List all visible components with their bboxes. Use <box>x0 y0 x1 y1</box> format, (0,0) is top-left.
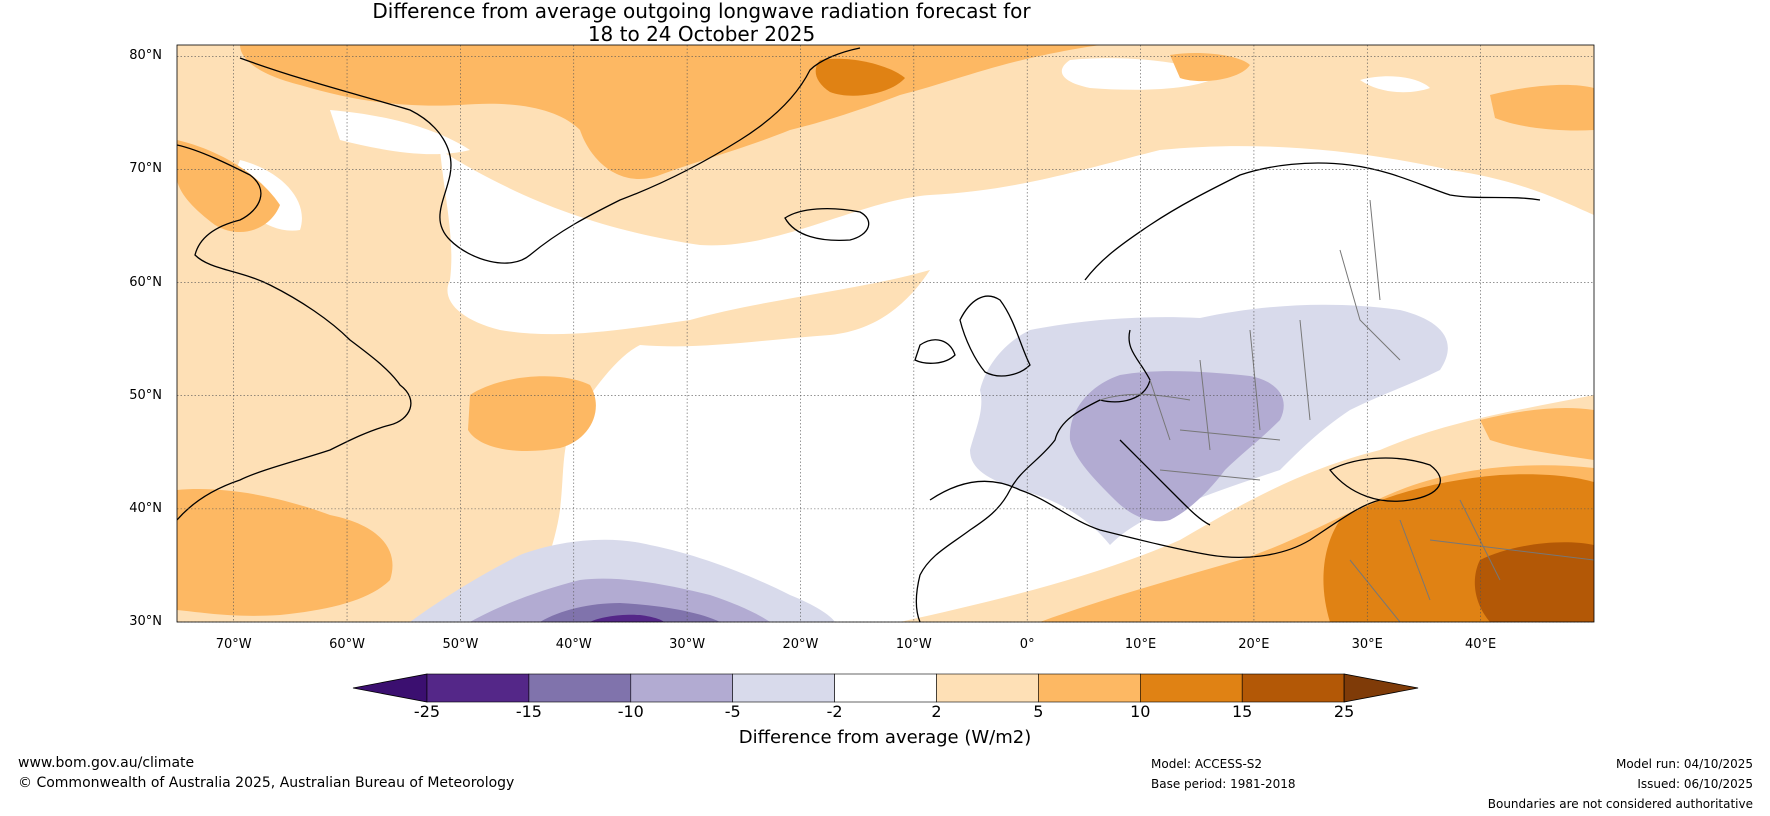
field-orange-midatl <box>468 376 596 451</box>
lon-label: 10°W <box>895 637 932 652</box>
colorbar-title: Difference from average (W/m2) <box>738 727 1032 748</box>
colorbar-segment <box>1241 673 1345 703</box>
colorbar-tick: 15 <box>1232 702 1253 721</box>
lon-label: 0° <box>1019 637 1035 652</box>
colorbar-extend-high <box>1343 673 1419 703</box>
coastline-iceland <box>784 208 870 242</box>
lat-label: 80°N <box>129 48 162 64</box>
colorbar-segment <box>1038 673 1141 703</box>
coastlines <box>177 47 1541 622</box>
field-orange-east <box>1480 408 1594 460</box>
colorbar-segment <box>834 673 937 703</box>
colorbar-segment <box>1140 673 1243 703</box>
lon-label: 20°W <box>782 637 819 652</box>
website-link[interactable]: www.bom.gov.au/climate <box>18 755 195 771</box>
lon-label: 20°E <box>1238 637 1270 652</box>
lon-label: 60°W <box>329 637 365 652</box>
field-darkpurple-south <box>590 614 664 622</box>
lon-label: 30°E <box>1351 637 1383 652</box>
coastline-britain <box>914 295 1031 377</box>
field-orange-southwest <box>177 489 393 616</box>
map-field <box>177 45 1594 622</box>
colorbar-segment <box>426 673 530 703</box>
lat-label: 60°N <box>129 274 162 290</box>
colorbar-tick: -10 <box>617 702 644 721</box>
lat-label: 30°N <box>129 614 162 629</box>
country-boundaries <box>1099 199 1594 622</box>
lon-label: 10°E <box>1124 637 1157 652</box>
field-lightpurple-europe <box>1069 371 1284 522</box>
coastline-mediterranean <box>929 439 1381 558</box>
colorbar-segment <box>732 673 835 703</box>
field-midpurple-south <box>540 603 720 622</box>
base-period-text: Base period: 1981-2018 <box>1151 777 1296 791</box>
colorbar-segment <box>936 673 1039 703</box>
colorbar-tick: 2 <box>931 702 942 721</box>
copyright-text: © Commonwealth of Australia 2025, Austra… <box>18 775 515 791</box>
lon-label: 70°W <box>215 637 252 652</box>
lon-label: 40°E <box>1464 637 1497 652</box>
coastline-north-america <box>177 144 412 521</box>
lon-label: 30°W <box>669 637 706 652</box>
title-line-2: 18 to 24 October 2025 <box>587 22 816 46</box>
coastline-black-sea <box>1328 457 1442 502</box>
colorbar-tick: -25 <box>413 702 441 721</box>
model-text: Model: ACCESS-S2 <box>1151 757 1263 771</box>
field-darkorange-svalbard <box>815 58 905 96</box>
boundaries-middle-east <box>1349 499 1594 622</box>
chart-title: Difference from average outgoing longwav… <box>0 0 1403 46</box>
boundaries-europe <box>1099 199 1401 481</box>
colorbar-tick: 5 <box>1033 702 1044 721</box>
coastline-greenland <box>239 47 861 264</box>
colorbar-extend-low <box>352 673 428 703</box>
coastline-europe <box>915 162 1541 622</box>
lon-label: 50°W <box>442 637 479 652</box>
field-brown-middleeast <box>1474 542 1594 622</box>
colorbar-tick: -15 <box>515 702 542 721</box>
colorbar-segment <box>528 673 632 703</box>
field-lightpurple-south <box>470 578 770 622</box>
colorbar-tick: -5 <box>724 702 741 721</box>
lon-label: 40°W <box>555 637 592 652</box>
lat-label: 50°N <box>129 387 162 403</box>
lat-label: 40°N <box>129 500 162 516</box>
colorbar-tick: -2 <box>826 702 843 721</box>
map-frame <box>176 44 1595 623</box>
boundaries-disclaimer: Boundaries are not considered authoritat… <box>1487 797 1753 811</box>
model-run-text: Model run: 04/10/2025 <box>1615 757 1753 771</box>
issued-text: Issued: 06/10/2025 <box>1637 777 1753 791</box>
colorbar-segment <box>630 673 733 703</box>
colorbar-tick: 25 <box>1333 702 1355 721</box>
title-line-1: Difference from average outgoing longwav… <box>372 0 1031 23</box>
colorbar-tick: 10 <box>1130 702 1151 721</box>
field-orange-northeast <box>1170 53 1594 131</box>
lat-label: 70°N <box>129 161 162 177</box>
